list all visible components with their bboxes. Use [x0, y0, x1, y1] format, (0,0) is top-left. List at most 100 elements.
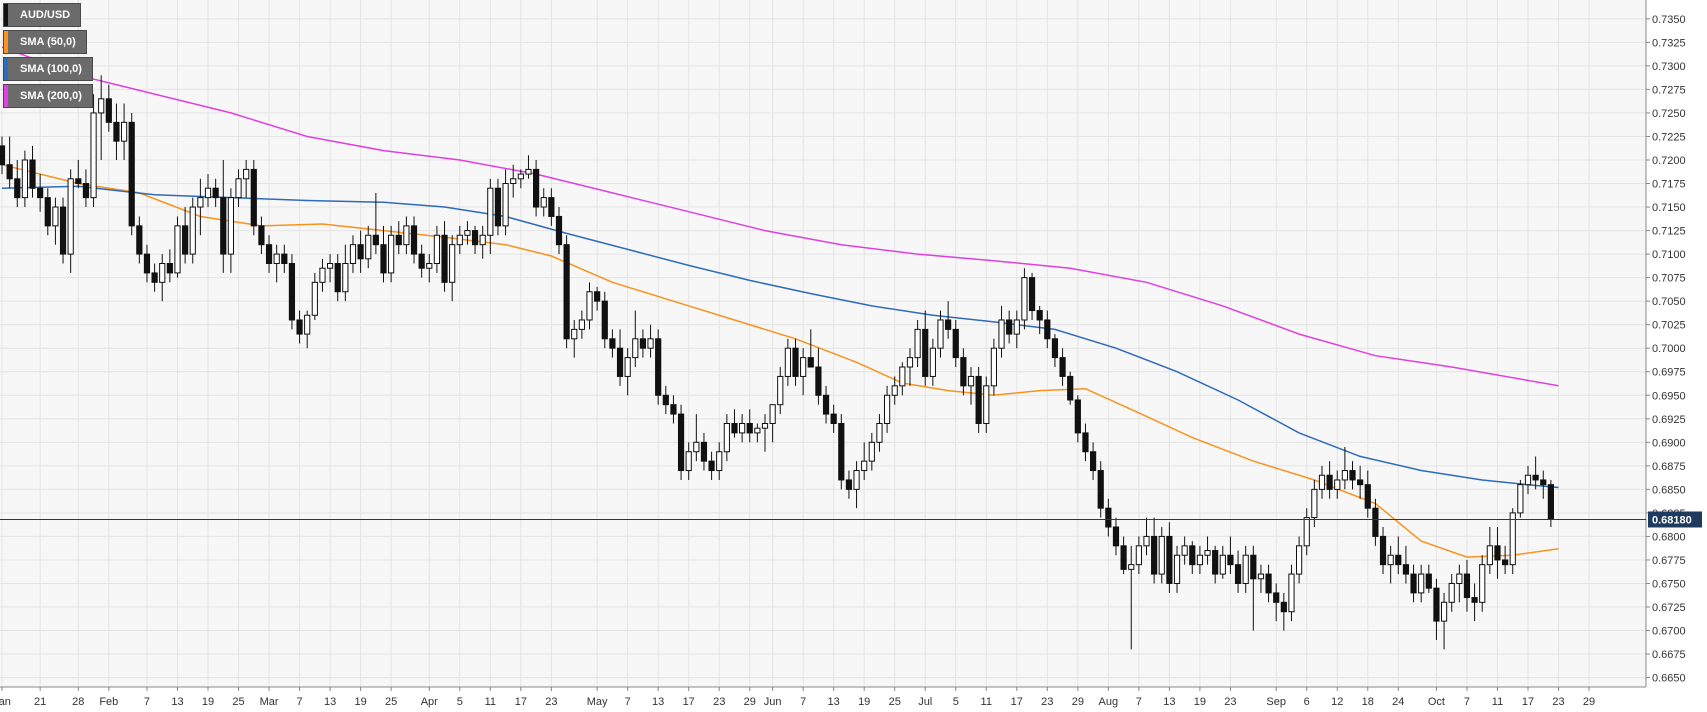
x-tick-label: 25 — [889, 696, 901, 708]
legend-item-audusd[interactable]: AUD/USD — [4, 4, 81, 26]
candle-body-up — [632, 338, 639, 359]
candle-body-up — [891, 385, 898, 396]
candle — [1349, 461, 1356, 490]
candle — [143, 244, 151, 283]
x-tick-label: 25 — [232, 696, 244, 708]
candle — [1402, 545, 1410, 584]
x-tick-label: 7 — [800, 696, 806, 708]
candle-body-up — [540, 197, 547, 208]
candle-body-up — [90, 112, 97, 199]
candle-body-down — [1379, 535, 1387, 566]
candle — [441, 221, 448, 292]
x-tick-label: 17 — [1522, 696, 1534, 708]
candle-body-up — [273, 253, 280, 265]
x-tick-label: 23 — [1224, 696, 1236, 708]
candle — [1173, 545, 1181, 593]
candle — [212, 178, 219, 208]
candle-body-up — [1418, 573, 1425, 594]
legend-item-sma-50[interactable]: SMA (50,0) — [4, 31, 86, 53]
x-tick-label: 23 — [1552, 696, 1564, 708]
y-tick-label: 0.6650 — [1652, 673, 1686, 685]
candle-body-up — [1296, 545, 1303, 575]
candle-body-down — [1326, 474, 1333, 490]
candle-body-up — [647, 338, 654, 349]
candle-body-down — [1540, 479, 1547, 486]
candle-body-down — [113, 121, 120, 142]
candle — [37, 174, 44, 212]
candle — [1196, 545, 1204, 575]
candle-body-up — [1456, 573, 1463, 584]
candle — [120, 103, 128, 160]
candle-body-down — [807, 357, 814, 368]
candle — [1273, 583, 1280, 622]
x-tick-label: 17 — [1011, 696, 1023, 708]
candle — [418, 244, 425, 278]
candle — [1059, 348, 1066, 386]
sma-200-line — [1, 46, 1559, 387]
legend: AUD/USD SMA (50,0) SMA (100,0) SMA (200,… — [4, 4, 92, 112]
candle-body-down — [1357, 479, 1364, 486]
candle — [563, 235, 570, 349]
candle-body-down — [563, 244, 570, 340]
candle — [578, 310, 585, 339]
candle-body-up — [403, 225, 410, 246]
candle-body-down — [44, 197, 51, 227]
candle — [1418, 564, 1425, 603]
candle — [479, 225, 486, 259]
candle-body-up — [517, 173, 524, 180]
candle — [1028, 272, 1036, 320]
x-tick-label: 24 — [1392, 696, 1404, 708]
x-tick-label: 13 — [171, 696, 183, 708]
y-tick-label: 0.7225 — [1652, 131, 1686, 143]
candle — [1044, 310, 1051, 349]
candle — [647, 324, 654, 358]
legend-item-sma-200[interactable]: SMA (200,0) — [4, 85, 92, 107]
candle — [517, 169, 524, 189]
candle — [52, 197, 59, 245]
candle — [548, 188, 555, 226]
legend-item-sma-100[interactable]: SMA (100,0) — [4, 58, 92, 80]
x-tick-label: Jan — [0, 696, 11, 708]
candle-body-up — [510, 178, 517, 185]
candle — [594, 287, 601, 311]
candle — [1517, 479, 1524, 518]
candle — [281, 244, 288, 273]
candle — [21, 150, 28, 208]
x-tick-label: 28 — [72, 696, 84, 708]
candle-body-up — [326, 263, 334, 269]
x-tick-label: Feb — [99, 696, 118, 708]
candle-body-down — [258, 225, 265, 246]
candle — [1296, 536, 1303, 584]
candle — [67, 169, 74, 273]
candle — [571, 319, 578, 358]
candle-body-down — [845, 479, 853, 490]
candle — [937, 310, 944, 358]
candle — [1456, 564, 1463, 603]
candle — [1189, 541, 1196, 575]
candle — [1341, 447, 1348, 490]
candle — [1532, 456, 1539, 490]
y-tick-label: 0.7125 — [1652, 226, 1686, 238]
candle — [952, 319, 959, 368]
y-tick-label: 0.6900 — [1652, 437, 1686, 449]
candle-body-up — [456, 234, 463, 246]
candle — [1135, 536, 1142, 575]
candle — [838, 414, 845, 490]
y-tick-label: 0.6850 — [1652, 484, 1686, 496]
candle-body-down — [975, 375, 982, 424]
candle — [525, 155, 532, 179]
x-tick-label: 21 — [34, 696, 46, 708]
x-tick-label: Jul — [918, 696, 932, 708]
candle-body-down — [105, 98, 112, 123]
candle — [677, 404, 685, 480]
candle-body-down — [1280, 601, 1287, 613]
candle-body-down — [792, 347, 799, 377]
candle-body-down — [1051, 338, 1059, 359]
candle — [296, 310, 303, 344]
candle-body-up — [388, 234, 395, 274]
candle-body-down — [1006, 319, 1013, 335]
candle — [182, 207, 189, 264]
candle-body-down — [128, 121, 135, 227]
candle — [82, 169, 90, 208]
